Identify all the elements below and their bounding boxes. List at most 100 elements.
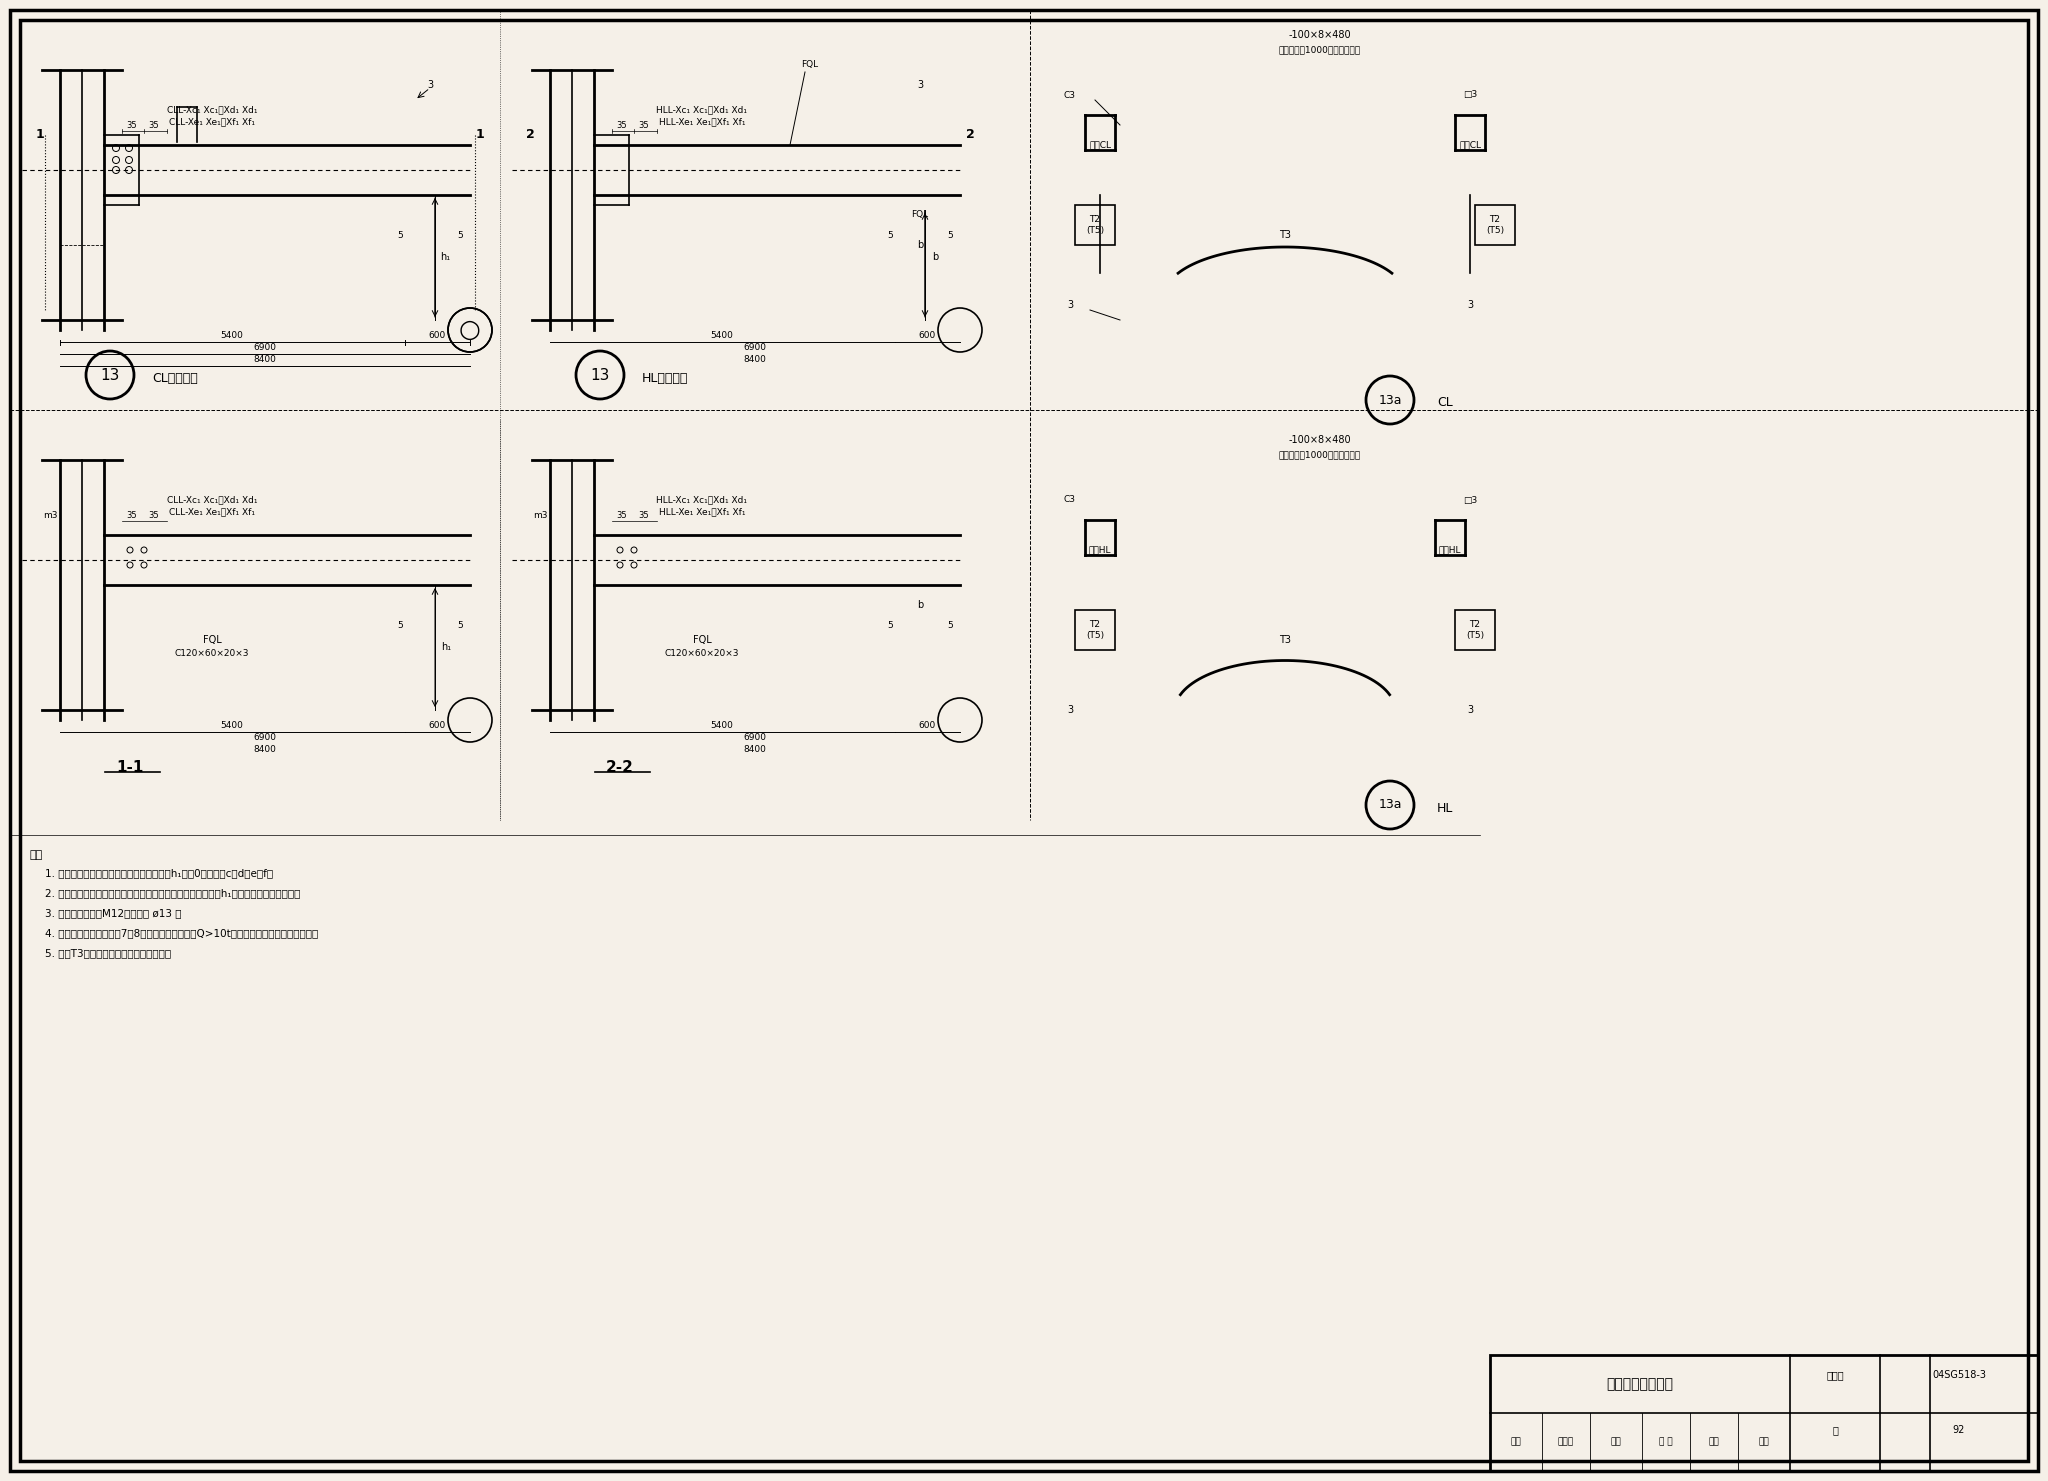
Text: C120×60×20×3: C120×60×20×3 [174,650,250,659]
Text: 1-1: 1-1 [117,761,143,776]
Text: 35: 35 [639,120,649,129]
Text: 3: 3 [1067,705,1073,715]
Text: 王一敏: 王一敏 [1559,1438,1575,1447]
Text: 5400: 5400 [711,720,733,730]
Text: h₁: h₁ [440,252,451,262]
Text: -100×8×480: -100×8×480 [1288,435,1352,444]
Text: T2
(T5): T2 (T5) [1466,621,1485,640]
Text: m3: m3 [532,511,547,520]
Text: C3: C3 [1065,496,1075,505]
Text: 35: 35 [150,120,160,129]
Text: 馮東: 馮東 [1708,1438,1720,1447]
Text: 8400: 8400 [254,354,276,363]
Bar [1075,204,1114,244]
Text: 5400: 5400 [221,330,244,339]
Text: 2-2: 2-2 [606,761,635,776]
Text: FQL: FQL [801,61,819,70]
Text: 8400: 8400 [254,745,276,754]
Text: 图集号: 图集号 [1827,1370,1843,1380]
Text: 5400: 5400 [221,720,244,730]
Text: 35: 35 [127,120,137,129]
Text: 35: 35 [150,511,160,520]
Text: 1. 当山墙墙板采用发泡水泥复合板时，图中h₁等于0；编号为c、d、e、f。: 1. 当山墙墙板采用发泡水泥复合板时，图中h₁等于0；编号为c、d、e、f。 [45,868,272,878]
Text: 审核: 审核 [1511,1438,1522,1447]
Text: 6900: 6900 [254,733,276,742]
Text: 2: 2 [965,129,975,142]
Text: 间距不大于1000，拉条处必设: 间距不大于1000，拉条处必设 [1278,450,1362,459]
Text: ○: ○ [459,318,481,342]
Text: CLL-Xc₁ Xc₁、Xd₁ Xd₁: CLL-Xc₁ Xc₁、Xd₁ Xd₁ [166,105,258,114]
Text: 3: 3 [1466,705,1473,715]
Text: 校对: 校对 [1610,1438,1622,1447]
Text: b: b [918,600,924,610]
Text: 35: 35 [616,511,627,520]
Text: 35: 35 [127,511,137,520]
Text: b: b [932,252,938,262]
Text: 5: 5 [887,231,893,240]
Text: T2
(T5): T2 (T5) [1085,215,1104,234]
Text: 3: 3 [1466,301,1473,310]
Text: m3: m3 [43,511,57,520]
Text: 5: 5 [457,621,463,629]
Text: 檩条HL: 檩条HL [1090,545,1112,554]
Text: 92: 92 [1954,1425,1966,1435]
Text: CL安装节点: CL安装节点 [152,372,199,385]
Text: 3: 3 [918,80,924,90]
Text: 冯 东: 冯 东 [1659,1438,1673,1447]
Text: C3: C3 [1065,90,1075,99]
Bar [1454,610,1495,650]
Text: 设计: 设计 [1759,1438,1769,1447]
Text: 安装节点图（十）: 安装节点图（十） [1606,1377,1673,1391]
Text: 1: 1 [35,129,45,142]
Text: 35: 35 [639,511,649,520]
Text: 4. 当用于抗震设防烈度为7、8度地区或吊车起重量Q>10t时，檩条与檩托宜按本图焊接。: 4. 当用于抗震设防烈度为7、8度地区或吊车起重量Q>10t时，檩条与檩托宜按本… [45,929,317,937]
Text: T3: T3 [1280,635,1290,646]
Text: T2
(T5): T2 (T5) [1487,215,1503,234]
Text: 5: 5 [457,231,463,240]
Text: 6900: 6900 [254,342,276,351]
Text: 600: 600 [428,330,446,339]
Text: CLL-Xe₁ Xe₁、Xf₁ Xf₁: CLL-Xe₁ Xe₁、Xf₁ Xf₁ [170,508,256,517]
Text: 注：: 注： [31,850,43,860]
Text: 8400: 8400 [743,354,766,363]
Text: 600: 600 [428,720,446,730]
Text: HL: HL [1438,801,1454,815]
Bar [1075,610,1114,650]
Text: FQL: FQL [692,635,711,646]
Text: h₁: h₁ [440,641,451,652]
Text: HLL-Xe₁ Xe₁、Xf₁ Xf₁: HLL-Xe₁ Xe₁、Xf₁ Xf₁ [659,508,745,517]
Bar [1475,204,1516,244]
Text: 8400: 8400 [743,745,766,754]
Text: □3: □3 [1462,496,1477,505]
Text: 3: 3 [426,80,432,90]
Text: 6900: 6900 [743,733,766,742]
Text: -100×8×480: -100×8×480 [1288,30,1352,40]
Text: 5: 5 [946,621,952,629]
Text: HLL-Xc₁ Xc₁、Xd₁ Xd₁: HLL-Xc₁ Xc₁、Xd₁ Xd₁ [657,105,748,114]
Text: FQL: FQL [203,635,221,646]
Text: 600: 600 [918,330,936,339]
Text: b: b [918,240,924,250]
Text: 5400: 5400 [711,330,733,339]
Text: 5: 5 [946,231,952,240]
Text: CLL-Xe₁ Xe₁、Xf₁ Xf₁: CLL-Xe₁ Xe₁、Xf₁ Xf₁ [170,117,256,126]
Text: 13a: 13a [1378,798,1401,812]
Text: 13a: 13a [1378,394,1401,406]
Text: 13: 13 [100,367,119,382]
Text: 1: 1 [475,129,485,142]
Text: 6900: 6900 [743,342,766,351]
Text: 5: 5 [397,621,403,629]
Text: 3: 3 [1067,301,1073,310]
Text: HLL-Xc₁ Xc₁、Xd₁ Xd₁: HLL-Xc₁ Xc₁、Xd₁ Xd₁ [657,496,748,505]
Text: CL: CL [1438,397,1452,410]
Text: □3: □3 [1462,90,1477,99]
Text: 13: 13 [590,367,610,382]
Text: T2
(T5): T2 (T5) [1085,621,1104,640]
Text: 5. 拉条T3与檩条腹板的两侧均宜用螺母。: 5. 拉条T3与檩条腹板的两侧均宜用螺母。 [45,948,172,958]
Text: C120×60×20×3: C120×60×20×3 [666,650,739,659]
Text: 35: 35 [616,120,627,129]
Text: 3. 未注明的螺栓为M12，孔径为 ø13 。: 3. 未注明的螺栓为M12，孔径为 ø13 。 [45,908,182,918]
Text: 檩条CL: 檩条CL [1090,141,1110,150]
Text: CLL-Xc₁ Xc₁、Xd₁ Xd₁: CLL-Xc₁ Xc₁、Xd₁ Xd₁ [166,496,258,505]
Text: 檩条HL: 檩条HL [1440,545,1462,554]
